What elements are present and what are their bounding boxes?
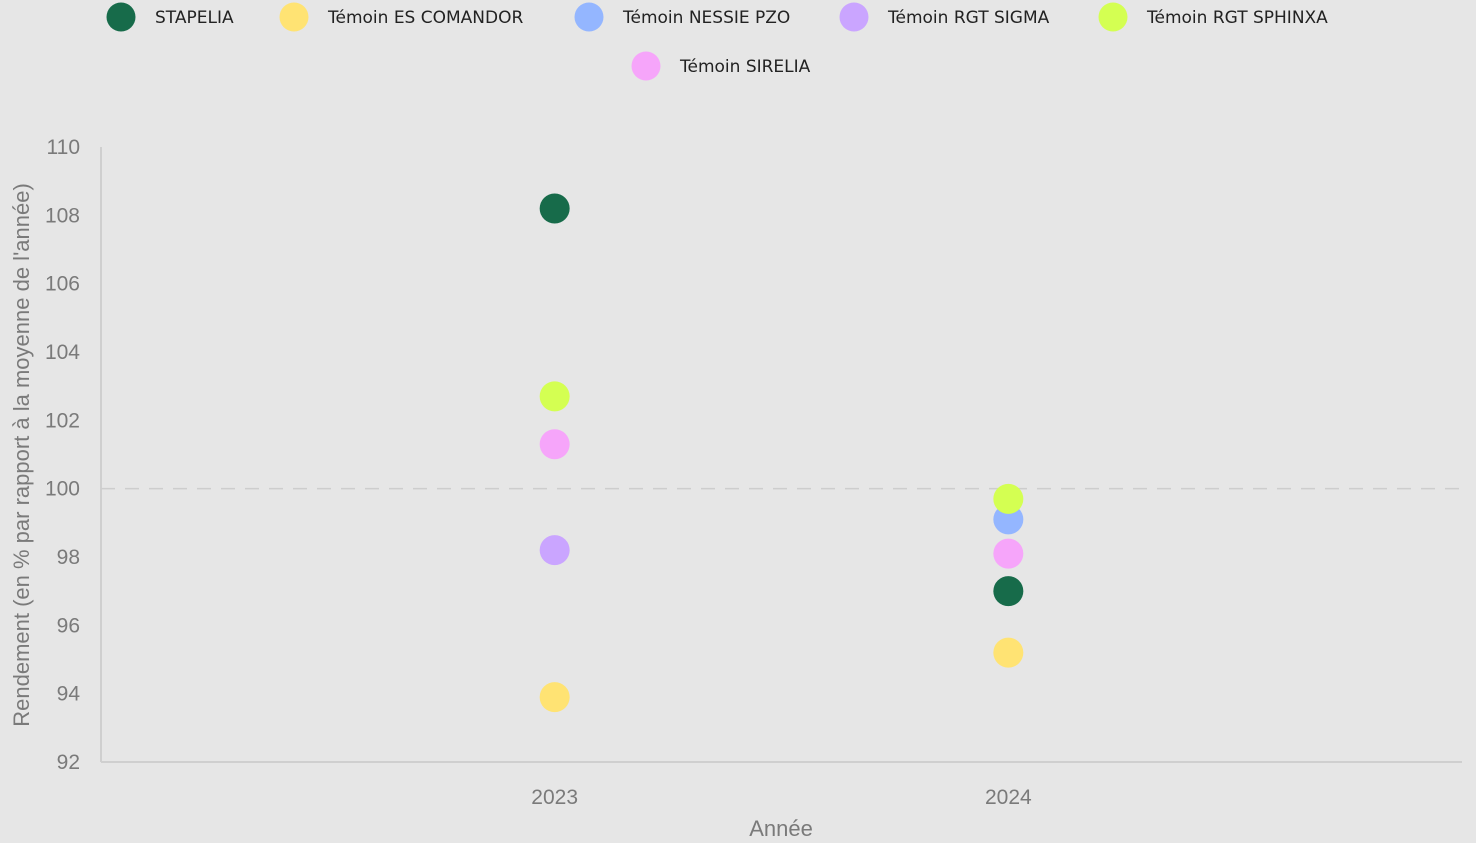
- y-tick-label: 102: [45, 409, 80, 432]
- legend-label: Témoin NESSIE PZO: [622, 8, 790, 28]
- y-tick-label: 94: [57, 683, 81, 706]
- point-temoin-sirelia-2023[interactable]: [539, 429, 570, 460]
- point-stapelia-2024[interactable]: [993, 576, 1024, 607]
- point-temoin-rgt-sigma-2023[interactable]: [539, 535, 570, 566]
- point-temoin-es-comandor-2024[interactable]: [993, 637, 1024, 668]
- legend-item-temoin-es-comandor[interactable]: Témoin ES COMANDOR: [279, 2, 524, 32]
- legend-swatch: [631, 51, 661, 81]
- data-points: [539, 193, 1024, 713]
- legend-label: Témoin RGT SIGMA: [887, 8, 1050, 28]
- legend-swatch: [839, 2, 869, 32]
- legend-swatch: [574, 2, 604, 32]
- x-tick-label: 2024: [985, 786, 1032, 809]
- y-tick-label: 92: [57, 751, 80, 774]
- y-tick-label: 108: [45, 204, 80, 227]
- point-temoin-rgt-sphinxa-2024[interactable]: [993, 483, 1024, 514]
- x-tick-label: 2023: [531, 786, 578, 809]
- y-tick-label: 106: [45, 273, 80, 296]
- legend-label: Témoin ES COMANDOR: [327, 8, 523, 28]
- point-temoin-sirelia-2024[interactable]: [993, 538, 1024, 569]
- legend-swatch: [106, 2, 136, 32]
- y-tick-label: 110: [47, 136, 80, 159]
- x-axis-title: Année: [749, 816, 813, 841]
- legend-item-temoin-nessie-pzo[interactable]: Témoin NESSIE PZO: [574, 2, 791, 32]
- legend-label: STAPELIA: [155, 8, 234, 28]
- y-tick-label: 96: [57, 614, 80, 637]
- y-tick-labels: 92 94 96 98 100 102 104 106 108 110: [45, 136, 80, 774]
- y-tick-label: 100: [45, 478, 80, 501]
- legend-item-temoin-rgt-sphinxa[interactable]: Témoin RGT SPHINXA: [1098, 2, 1329, 32]
- legend-item-temoin-rgt-sigma[interactable]: Témoin RGT SIGMA: [839, 2, 1050, 32]
- y-tick-label: 104: [45, 341, 80, 364]
- y-tick-label: 98: [57, 546, 80, 569]
- legend-swatch: [279, 2, 309, 32]
- x-tick-labels: 2023 2024: [531, 786, 1032, 809]
- legend-item-stapelia[interactable]: STAPELIA: [106, 2, 234, 32]
- legend: STAPELIA Témoin ES COMANDOR Témoin NESSIE …: [106, 2, 1329, 81]
- point-stapelia-2023[interactable]: [539, 193, 570, 224]
- legend-label: Témoin SIRELIA: [679, 57, 811, 77]
- legend-label: Témoin RGT SPHINXA: [1146, 8, 1328, 28]
- legend-item-temoin-sirelia[interactable]: Témoin SIRELIA: [631, 51, 811, 81]
- legend-swatch: [1098, 2, 1128, 32]
- y-axis-title: Rendement (en % par rapport à la moyenne…: [9, 183, 34, 727]
- point-temoin-rgt-sphinxa-2023[interactable]: [539, 381, 570, 412]
- point-temoin-es-comandor-2023[interactable]: [539, 682, 570, 713]
- point-temoin-nessie-pzo-2024[interactable]: [993, 504, 1024, 535]
